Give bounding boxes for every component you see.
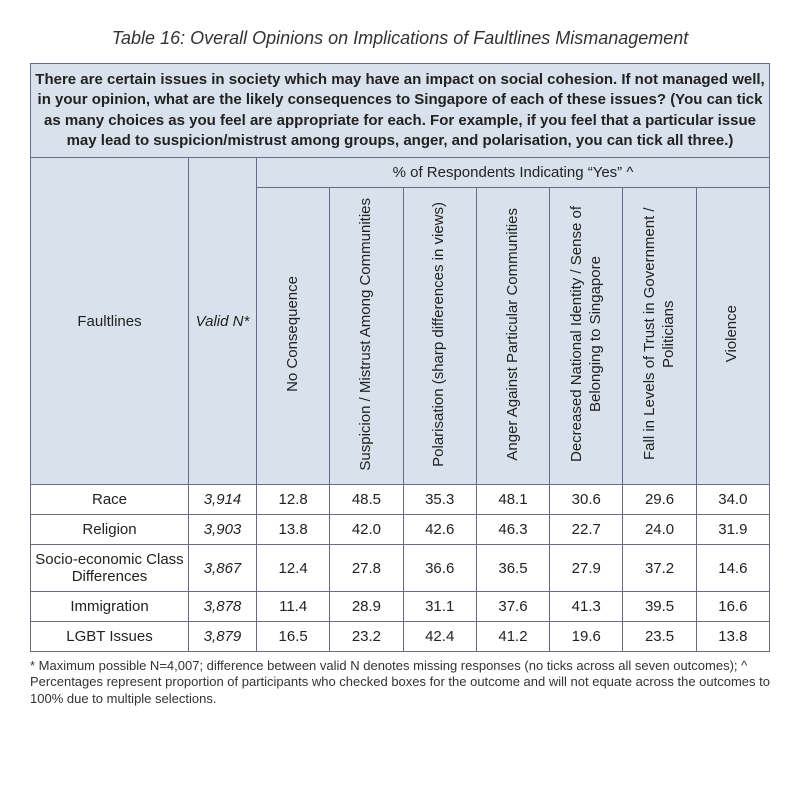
cell: 30.6	[550, 485, 623, 515]
cell: 16.6	[696, 592, 769, 622]
cell: 13.8	[257, 515, 330, 545]
cell: 23.2	[330, 622, 403, 652]
cell: 19.6	[550, 622, 623, 652]
cell: 31.9	[696, 515, 769, 545]
cell: 46.3	[476, 515, 549, 545]
table-title: Table 16: Overall Opinions on Implicatio…	[30, 28, 770, 49]
cell: 42.0	[330, 515, 403, 545]
cell: 31.1	[403, 592, 476, 622]
cell: 37.6	[476, 592, 549, 622]
cell: 48.5	[330, 485, 403, 515]
cell: 37.2	[623, 545, 696, 592]
question-row: There are certain issues in society whic…	[31, 64, 770, 158]
cell: 41.2	[476, 622, 549, 652]
cell: 24.0	[623, 515, 696, 545]
cell: 39.5	[623, 592, 696, 622]
col-group-header: % of Respondents Indicating “Yes” ^	[257, 158, 770, 188]
cell: 23.5	[623, 622, 696, 652]
cell: 29.6	[623, 485, 696, 515]
col-header-faultlines: Faultlines	[31, 158, 189, 485]
cell: 12.4	[257, 545, 330, 592]
row-label: Religion	[31, 515, 189, 545]
row-valid-n: 3,867	[189, 545, 257, 592]
cell: 16.5	[257, 622, 330, 652]
cell: 13.8	[696, 622, 769, 652]
cell: 42.6	[403, 515, 476, 545]
cell: 27.9	[550, 545, 623, 592]
col-header-national-identity: Decreased National Identity / Sense of B…	[550, 188, 623, 485]
row-label: Immigration	[31, 592, 189, 622]
cell: 34.0	[696, 485, 769, 515]
row-valid-n: 3,878	[189, 592, 257, 622]
cell: 22.7	[550, 515, 623, 545]
cell: 36.6	[403, 545, 476, 592]
row-valid-n: 3,914	[189, 485, 257, 515]
row-valid-n: 3,879	[189, 622, 257, 652]
cell: 48.1	[476, 485, 549, 515]
cell: 36.5	[476, 545, 549, 592]
group-header-row: Faultlines Valid N* % of Respondents Ind…	[31, 158, 770, 188]
table-row: Religion 3,903 13.8 42.0 42.6 46.3 22.7 …	[31, 515, 770, 545]
cell: 42.4	[403, 622, 476, 652]
col-header-anger: Anger Against Particular Communities	[476, 188, 549, 485]
row-label: Socio-economic Class Differences	[31, 545, 189, 592]
data-table: There are certain issues in society whic…	[30, 63, 770, 652]
cell: 28.9	[330, 592, 403, 622]
row-valid-n: 3,903	[189, 515, 257, 545]
cell: 35.3	[403, 485, 476, 515]
col-header-violence: Violence	[696, 188, 769, 485]
cell: 11.4	[257, 592, 330, 622]
table-row: LGBT Issues 3,879 16.5 23.2 42.4 41.2 19…	[31, 622, 770, 652]
cell: 41.3	[550, 592, 623, 622]
cell: 12.8	[257, 485, 330, 515]
col-header-trust: Fall in Levels of Trust in Government / …	[623, 188, 696, 485]
cell: 14.6	[696, 545, 769, 592]
table-footnote: * Maximum possible N=4,007; difference b…	[30, 658, 770, 707]
question-text: There are certain issues in society whic…	[31, 64, 770, 158]
col-header-suspicion: Suspicion / Mistrust Among Communities	[330, 188, 403, 485]
cell: 27.8	[330, 545, 403, 592]
table-row: Immigration 3,878 11.4 28.9 31.1 37.6 41…	[31, 592, 770, 622]
row-label: Race	[31, 485, 189, 515]
row-label: LGBT Issues	[31, 622, 189, 652]
col-header-no-consequence: No Consequence	[257, 188, 330, 485]
col-header-polarisation: Polarisation (sharp differences in views…	[403, 188, 476, 485]
table-row: Race 3,914 12.8 48.5 35.3 48.1 30.6 29.6…	[31, 485, 770, 515]
col-header-valid-n: Valid N*	[189, 158, 257, 485]
table-row: Socio-economic Class Differences 3,867 1…	[31, 545, 770, 592]
